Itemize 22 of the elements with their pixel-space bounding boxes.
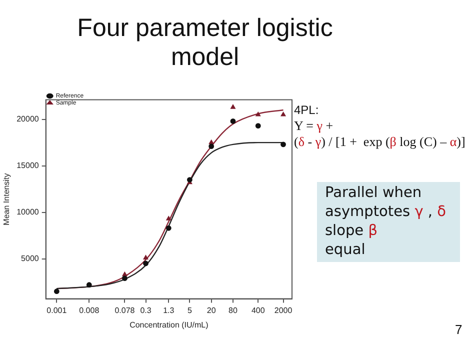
chart-title: Four parameter logistic model (76, 14, 334, 72)
x-axis-title: Concentration (IU/mL) (130, 320, 209, 330)
x-tick-label: 1.3 (163, 306, 175, 315)
x-tick-label: 20 (206, 306, 216, 315)
text: Parallel when asymptotes γ , δ slope β equal (325, 185, 446, 258)
y-tick-label: 10000 (16, 208, 40, 217)
x-tick-label: 0.001 (46, 306, 68, 315)
x-tick-label: 400 (251, 306, 266, 315)
y-tick-label: 15000 (16, 161, 40, 170)
x-tick-label: 0.3 (140, 306, 152, 315)
text: 4PL: (294, 103, 319, 117)
x-tick-label: 5 (187, 306, 192, 315)
x-tick-label: 80 (228, 306, 238, 315)
y-tick-label: 5000 (21, 254, 40, 264)
x-tick-label: 0.008 (79, 306, 100, 315)
text: (δ - γ) / [1 + exp (β log (C) – α)] (294, 134, 466, 149)
text: 7 (455, 322, 462, 337)
y-tick-label: 20000 (16, 114, 40, 124)
x-tick-label: 2000 (274, 306, 293, 315)
x-tick-label: 0.078 (114, 306, 136, 315)
text: Y = γ + (294, 118, 334, 134)
y-axis-title: Mean Intensity (2, 173, 12, 226)
